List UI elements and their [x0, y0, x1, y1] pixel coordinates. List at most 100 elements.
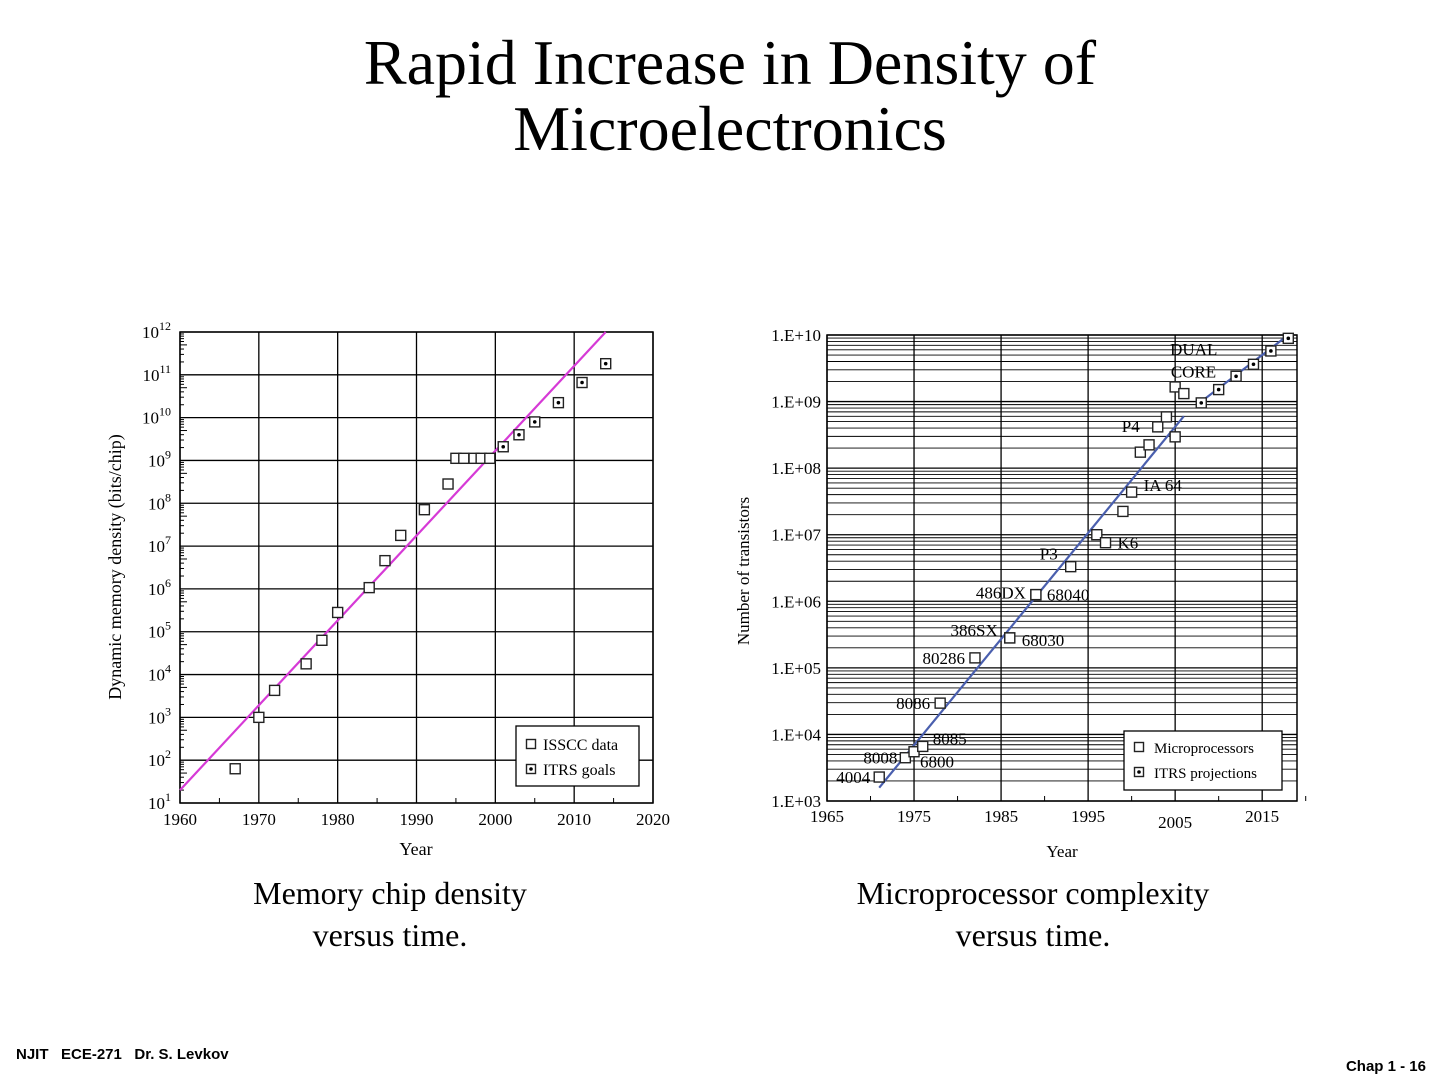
isscc-data-point	[331, 606, 344, 619]
y-tick-label: 1.E+06	[771, 592, 821, 611]
itrs-goal-point-dot	[603, 361, 608, 366]
microprocessor-point	[899, 752, 912, 764]
x-tick-label: 2015	[1245, 807, 1279, 826]
microprocessor-point	[1169, 381, 1181, 393]
isscc-data-point	[418, 503, 431, 516]
microprocessor-point	[1004, 632, 1016, 644]
y-axis-label: Number of transistors	[734, 497, 753, 645]
legend-marker-dot	[529, 767, 533, 771]
isscc-data-point	[442, 478, 454, 490]
itrs-goal-point-dot	[556, 400, 561, 405]
microprocessor-point	[1134, 446, 1147, 458]
x-tick-label: 1995	[1071, 807, 1105, 826]
point-label: 68040	[1047, 586, 1090, 605]
itrs-projection-point-dot	[1216, 387, 1221, 392]
legend-label: ISSCC data	[543, 737, 618, 754]
footer-course-info: NJIT ECE-271 Dr. S. Levkov	[16, 1046, 229, 1063]
footer-page-number: Chap 1 - 16	[1345, 1058, 1426, 1075]
microprocessor-point	[1125, 486, 1138, 498]
point-label: 8086	[896, 694, 930, 713]
microprocessor-point	[917, 740, 929, 753]
point-label: 386SX	[951, 621, 998, 640]
itrs-projection-point-dot	[1199, 401, 1204, 405]
microprocessor-point	[934, 697, 946, 709]
x-tick-label: 2000	[478, 810, 512, 829]
itrs-projection-point-dot	[1286, 336, 1291, 341]
itrs-goal-point-dot	[532, 420, 537, 424]
legend-marker	[525, 738, 537, 750]
caption-line: Microprocessor complexity	[856, 875, 1210, 911]
microprocessor-point	[873, 771, 885, 783]
memory-density-chart: 1960 1970 1980 1990 2000 2010 2020101102103104…	[105, 319, 670, 859]
caption-line: versus time.	[312, 917, 468, 953]
microprocessor-point	[1169, 431, 1181, 443]
x-tick-label: 1965	[810, 807, 844, 826]
y-tick-label: 1.E+03	[771, 792, 821, 811]
isscc-data-point	[229, 763, 241, 775]
y-tick-label: 1012	[142, 319, 171, 342]
caption-microprocessor-chart: Microprocessor complexity versus time.	[800, 872, 1266, 956]
legend-box	[1123, 730, 1283, 791]
x-tick-label: 1990	[400, 810, 434, 829]
isscc-data-point	[379, 554, 391, 567]
y-tick-label: 1010	[142, 405, 171, 428]
x-tick-label: 2010	[557, 810, 591, 829]
y-tick-label: 106	[148, 576, 171, 599]
y-tick-label: 1.E+07	[771, 526, 821, 545]
x-tick-label: 1960	[163, 810, 197, 829]
legend-label: ITRS goals	[543, 762, 615, 779]
x-axis-label: Year	[1046, 842, 1078, 861]
legend: Microprocessors ITRS projections	[1123, 730, 1283, 791]
itrs-goal-point-dot	[501, 444, 506, 449]
point-label: 4004	[836, 768, 871, 787]
y-tick-label: 1.E+05	[771, 659, 821, 678]
microprocessor-point	[1178, 387, 1190, 400]
itrs-projection-point-dot	[1251, 362, 1256, 367]
y-tick-label: 1011	[142, 362, 171, 385]
x-tick-label: 2005	[1158, 813, 1192, 832]
isscc-data-point	[268, 684, 281, 697]
isscc-data-point	[316, 634, 328, 646]
x-axis-label: Year	[399, 839, 432, 859]
x-tick-label: 2020	[636, 810, 670, 829]
title-line-1: Rapid Increase in Density of	[363, 27, 1097, 98]
itrs-goal-point-dot	[580, 380, 584, 385]
point-label: 8085	[933, 729, 967, 748]
point-label: 6800	[920, 753, 954, 772]
isscc-data-point	[363, 581, 375, 594]
isscc-data-point	[458, 452, 470, 465]
point-label: 80286	[922, 649, 965, 668]
microprocessor-point	[1099, 537, 1112, 549]
point-label: P4	[1122, 417, 1140, 436]
x-tick-label: 1980	[321, 810, 355, 829]
caption-line: versus time.	[955, 917, 1111, 953]
y-tick-label: 105	[148, 619, 171, 642]
x-tick-label: 1975	[897, 807, 931, 826]
caption-line: Memory chip density	[253, 875, 527, 911]
x-tick-label: 1985	[984, 807, 1018, 826]
legend-marker	[1133, 741, 1145, 753]
y-tick-label: 102	[148, 747, 171, 770]
y-tick-label: 1.E+04	[771, 725, 821, 744]
y-tick-label: 103	[148, 704, 171, 727]
microprocessor-chart: 1.E+03 1.E+04 1.E+05 1.E+06 1.E+07 1.E+08 1.E+…	[734, 326, 1307, 861]
y-tick-label: 1.E+09	[771, 393, 821, 412]
point-label: IA 64	[1144, 476, 1183, 495]
microprocessor-point	[1160, 411, 1173, 423]
microprocessor-point	[1117, 505, 1129, 518]
point-label: K6	[1118, 534, 1139, 553]
microprocessor-point	[969, 652, 981, 664]
y-tick-label: 107	[148, 533, 171, 556]
legend-label: Microprocessors	[1154, 741, 1254, 757]
legend: ISSCC data ITRS goals	[515, 725, 640, 787]
legend-label: ITRS projections	[1154, 766, 1257, 782]
point-label: DUAL	[1170, 340, 1217, 359]
y-tick-label: 1.E+08	[771, 459, 821, 478]
itrs-projection-point-dot	[1234, 374, 1238, 379]
microprocessor-point	[1030, 588, 1042, 601]
itrs-goal-point-dot	[517, 432, 521, 437]
isscc-data-point	[253, 711, 265, 724]
y-tick-label: 104	[148, 662, 171, 685]
point-label: CORE	[1171, 363, 1216, 382]
